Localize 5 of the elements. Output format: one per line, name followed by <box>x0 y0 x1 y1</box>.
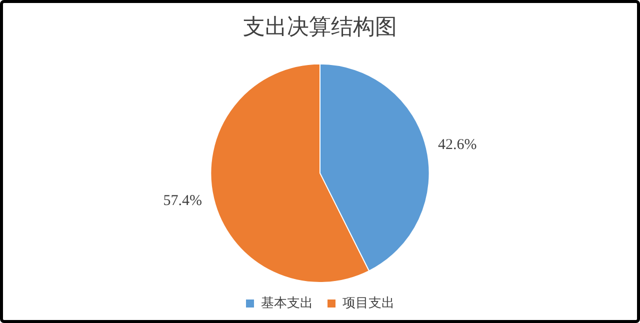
legend-label: 基本支出 <box>261 294 313 310</box>
chart-title: 支出决算结构图 <box>243 14 397 39</box>
data-label: 42.6% <box>438 137 477 154</box>
legend-label: 项目支出 <box>342 294 394 310</box>
data-label: 57.4% <box>163 193 202 210</box>
